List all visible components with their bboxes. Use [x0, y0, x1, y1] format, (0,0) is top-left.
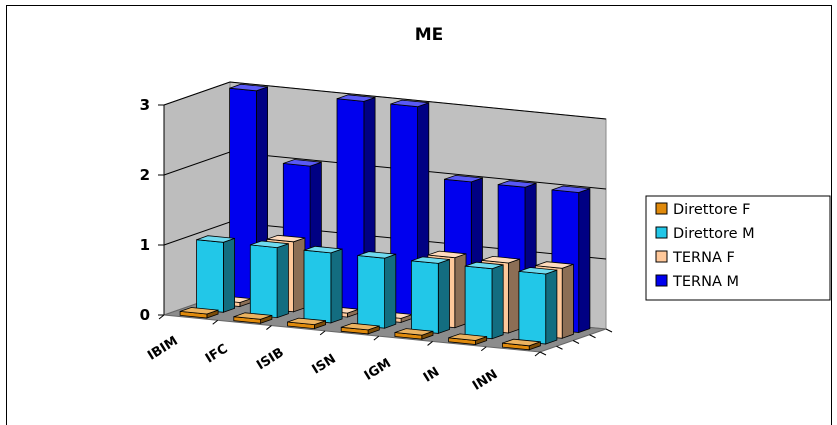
bar-side [545, 269, 558, 345]
x-tick-mark [319, 330, 326, 336]
bar-side [293, 237, 306, 313]
bar [410, 256, 450, 334]
y-tick-label: 2 [140, 166, 150, 184]
bar-top [411, 256, 450, 264]
bar-front [464, 265, 493, 340]
bar-top [336, 94, 376, 102]
bar-top [390, 99, 429, 108]
bar [233, 312, 273, 324]
bar [464, 261, 504, 340]
legend-swatch [655, 250, 668, 263]
bar-top [341, 322, 380, 331]
bar-side [222, 237, 236, 313]
x-tick-label: IBIM [145, 334, 181, 364]
x-tick-label: ISN [310, 352, 339, 378]
bar-side [276, 243, 289, 319]
bar-top [179, 307, 219, 315]
depth-tick-mark [605, 328, 613, 333]
x-tick-mark [158, 314, 165, 320]
x-tick-mark [534, 351, 541, 357]
bar-side [491, 264, 504, 340]
bar-top [464, 261, 504, 270]
bar-side [578, 188, 591, 334]
bar [501, 338, 541, 351]
chart-title: ME [415, 25, 444, 45]
x-tick-mark [373, 335, 380, 341]
x-tick-label: ISIB [254, 345, 287, 373]
x-tick-mark [212, 319, 219, 325]
x-tick-label: IGM [362, 356, 394, 384]
bar-front [357, 255, 386, 329]
bar-top [502, 338, 541, 347]
legend-label: Direttore M [673, 226, 755, 242]
bar-top [551, 185, 591, 193]
bar-top [196, 235, 235, 243]
bar-side [384, 253, 397, 329]
x-tick-mark [480, 346, 487, 352]
bar-front [303, 249, 332, 324]
bar-top [357, 251, 396, 259]
bar-top [266, 234, 306, 243]
bar-top [303, 245, 343, 254]
bar-front [249, 244, 278, 319]
bar-top [481, 255, 520, 264]
bar-front [410, 260, 439, 334]
x-tick-label: IN [421, 365, 442, 386]
bar [448, 333, 488, 346]
bar-top [444, 174, 483, 183]
bar-side [454, 253, 467, 329]
x-tick-label: INN [470, 367, 501, 394]
bar-side [437, 258, 450, 334]
legend-box [645, 195, 831, 301]
legend-label: Direttore F [673, 202, 751, 218]
bar-top [448, 333, 487, 341]
bar [340, 322, 380, 335]
bar-top [283, 159, 322, 167]
legend-swatch [655, 202, 668, 215]
bar [196, 235, 236, 313]
bar [518, 267, 558, 345]
x-tick-label: IFC [203, 341, 231, 366]
plot-area: 0 1 2 3 IBIM IFC ISIB ISN IGM IN INN [140, 81, 613, 394]
legend-label: TERNA F [672, 250, 735, 266]
depth-tick-mark [589, 334, 596, 339]
bar-top [287, 317, 326, 326]
depth-tick-mark [539, 351, 547, 356]
x-tick-mark [427, 341, 433, 346]
bar-top [518, 267, 558, 275]
bar [249, 240, 289, 319]
bar-top [233, 312, 273, 320]
depth-tick-mark [572, 340, 580, 344]
bar-front [518, 270, 547, 345]
bar-side [561, 263, 574, 339]
x-tick-mark [266, 325, 272, 330]
y-tick-label: 0 [140, 306, 150, 324]
bar [287, 317, 327, 330]
bar [179, 307, 219, 319]
bar-front [196, 239, 224, 313]
bar-top [229, 83, 268, 92]
bar-top [535, 261, 574, 269]
bar-top [250, 240, 289, 249]
bar [303, 245, 343, 324]
legend-swatch [655, 274, 668, 287]
bar-side [508, 258, 521, 334]
bar-top [394, 328, 434, 336]
bar-top [497, 180, 537, 188]
bar-top [427, 250, 467, 259]
bar-side [330, 248, 343, 324]
bar [357, 251, 397, 329]
y-tick-label: 3 [140, 96, 150, 114]
legend-label: TERNA M [672, 274, 739, 290]
bar [394, 328, 434, 340]
gridline [163, 81, 607, 120]
depth-tick-mark [556, 345, 563, 350]
legend: Direttore F Direttore M TERNA F TERNA M [645, 195, 831, 301]
legend-swatch [655, 226, 668, 239]
y-tick-label: 1 [140, 236, 150, 254]
